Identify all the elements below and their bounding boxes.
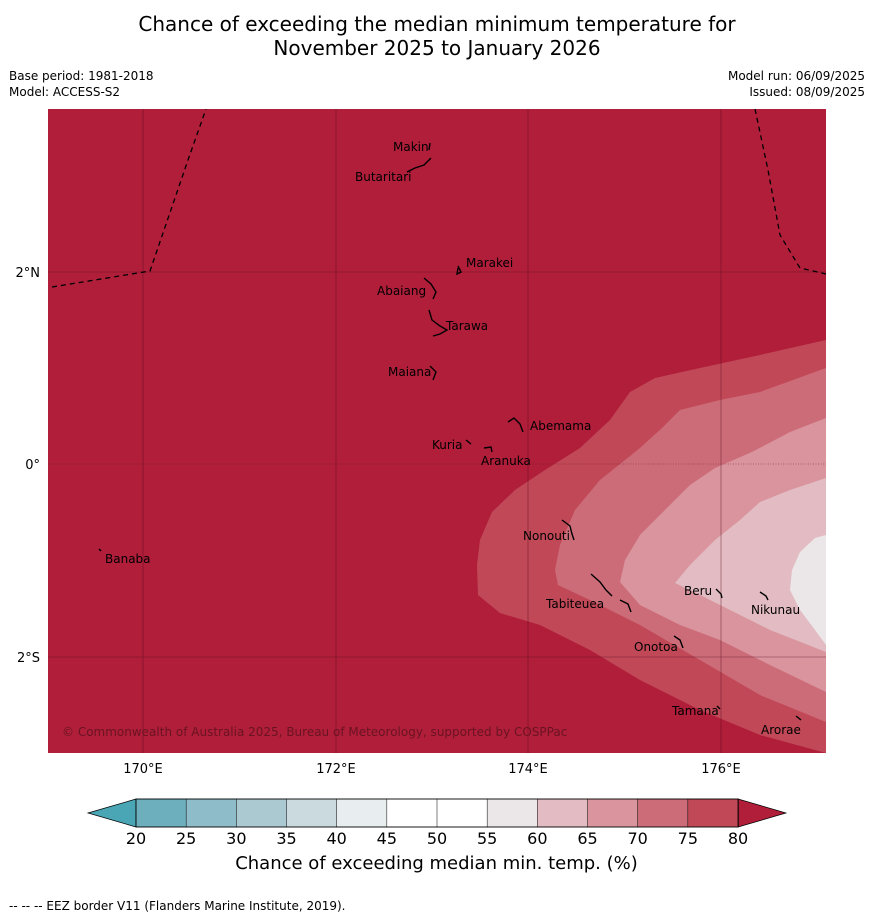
colorbar-segment (185, 798, 238, 828)
label-tarawa: Tarawa (445, 319, 488, 333)
label-marakei: Marakei (466, 256, 513, 270)
label-kuria: Kuria (432, 438, 463, 452)
colorbar-segment (236, 798, 288, 828)
island-abemama (507, 417, 524, 433)
island-marakei (456, 265, 462, 276)
map-title: Chance of exceeding the median minimum t… (0, 12, 873, 60)
colorbar-tick-label: 50 (427, 829, 447, 848)
meta-right: Model run: 06/09/2025 Issued: 08/09/2025 (728, 68, 865, 100)
island-arorae (795, 715, 802, 721)
eez-footnote: -- -- -- EEZ border V11 (Flanders Marine… (9, 899, 346, 913)
island-kuria (465, 439, 472, 445)
colorbar-tick-label: 30 (226, 829, 246, 848)
islands (98, 142, 802, 721)
band-55-60 (790, 535, 826, 645)
label-butaritari: Butaritari (355, 170, 412, 184)
label-banaba: Banaba (105, 552, 151, 566)
colorbar-tick-label: 20 (126, 829, 146, 848)
colorbar-segment (537, 798, 589, 828)
island-abaiang (423, 277, 437, 300)
colorbar-segment (486, 798, 539, 828)
lat-labels: 2°N 0° 2°S (16, 266, 41, 666)
island-tarawa (428, 309, 449, 337)
island-onotoa (673, 635, 684, 649)
label-tamana: Tamana (671, 704, 719, 718)
island-makin (428, 142, 431, 151)
island-nikunau (759, 591, 769, 601)
lon-label-176: 176°E (701, 762, 741, 777)
colorbar-segment (687, 798, 739, 828)
base-period: Base period: 1981-2018 (9, 69, 154, 83)
meta-left: Base period: 1981-2018 Model: ACCESS-S2 (9, 68, 154, 100)
colorbar-segment (637, 798, 689, 828)
colorbar-segment (135, 798, 187, 828)
lat-label-2s: 2°S (17, 651, 40, 666)
colorbar-over-arrow (737, 798, 788, 828)
colorbar-segment (286, 798, 338, 828)
title-line-2: November 2025 to January 2026 (273, 36, 601, 60)
eez-borders (51, 109, 826, 288)
island-beru (715, 588, 723, 599)
label-abemama: Abemama (530, 419, 591, 433)
map-area: Makin Butaritari Marakei Abaiang Tarawa … (48, 109, 826, 753)
colorbar-tick-label: 40 (326, 829, 346, 848)
place-labels: Makin Butaritari Marakei Abaiang Tarawa … (105, 140, 801, 737)
label-arorae: Arorae (761, 723, 801, 737)
label-nonouti: Nonouti (523, 529, 570, 543)
colorbar-tick-label: 25 (176, 829, 196, 848)
label-nikunau: Nikunau (751, 603, 800, 617)
colorbar-segments (135, 798, 739, 828)
colorbar-segment (386, 798, 438, 828)
colorbar-under-arrow (86, 798, 137, 828)
lon-label-170: 170°E (123, 762, 163, 777)
colorbar-tick-label: 35 (276, 829, 296, 848)
colorbar-tick-label: 75 (678, 829, 698, 848)
colorbar: 20 25 30 35 40 45 50 55 60 65 70 75 80 (86, 798, 788, 848)
copyright-notice: © Commonwealth of Australia 2025, Bureau… (62, 725, 567, 739)
lon-labels: 170°E 172°E 174°E 176°E (123, 762, 741, 777)
label-onotoa: Onotoa (634, 640, 678, 654)
eez-border-east (754, 109, 826, 275)
lon-label-174: 174°E (508, 762, 548, 777)
lat-label-0: 0° (25, 458, 40, 473)
lat-label-2n: 2°N (16, 266, 41, 281)
colorbar-outline (135, 798, 739, 828)
label-tabiteuea: Tabiteuea (545, 597, 604, 611)
colorbar-tick-label: 65 (577, 829, 597, 848)
model-run: Model run: 06/09/2025 (727, 69, 865, 83)
model-name: Model: ACCESS-S2 (9, 85, 121, 99)
island-nonouti (561, 519, 575, 541)
island-butaritari (406, 157, 432, 173)
island-aranuka (483, 446, 493, 453)
island-tabiteuea-north (590, 573, 613, 597)
island-tabiteuea-south (619, 599, 632, 613)
colorbar-ticks: 20 25 30 35 40 45 50 55 60 65 70 75 80 (126, 829, 748, 848)
graticule (48, 109, 826, 753)
colorbar-segment (336, 798, 388, 828)
label-beru: Beru (684, 584, 712, 598)
island-banaba (98, 548, 102, 552)
island-maiana (429, 365, 437, 381)
issued-date: Issued: 08/09/2025 (749, 85, 865, 99)
colorbar-tick-label: 70 (627, 829, 647, 848)
colorbar-segment (587, 798, 639, 828)
lon-label-172: 172°E (316, 762, 356, 777)
label-makin: Makin (393, 140, 429, 154)
eez-border-west (51, 109, 207, 288)
label-aranuka: Aranuka (481, 454, 531, 468)
band-60-65 (675, 478, 826, 652)
colorbar-title: Chance of exceeding median min. temp. (%… (235, 853, 638, 874)
label-maiana: Maiana (388, 365, 431, 379)
label-abaiang: Abaiang (377, 284, 426, 298)
title-line-1: Chance of exceeding the median minimum t… (138, 12, 736, 36)
colorbar-tick-label: 55 (477, 829, 497, 848)
island-tamana (716, 705, 721, 710)
colorbar-tick-label: 80 (728, 829, 748, 848)
colorbar-segment (436, 798, 488, 828)
colorbar-tick-label: 45 (377, 829, 397, 848)
colorbar-tick-label: 60 (527, 829, 547, 848)
